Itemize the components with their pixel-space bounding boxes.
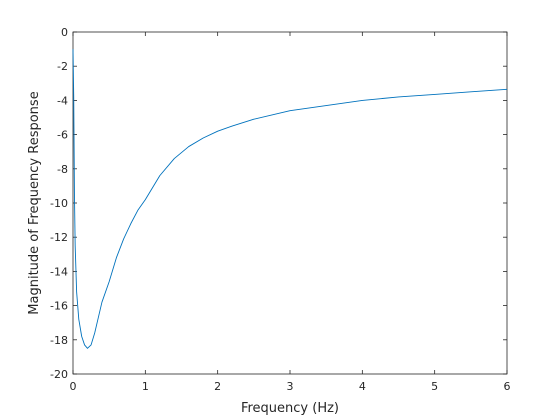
- x-axis-label: Frequency (Hz): [241, 401, 339, 416]
- y-tick-label: -10: [50, 197, 68, 210]
- y-tick-label: 0: [61, 26, 68, 39]
- y-tick-label: -2: [57, 60, 68, 73]
- x-axis: 0 1 2 3 4 5 6: [70, 32, 511, 393]
- y-tick-label: -6: [57, 129, 68, 142]
- x-tick-label: 4: [359, 380, 366, 393]
- x-tick-label: 3: [287, 380, 294, 393]
- y-axis: 0 -2 -4 -6 -8 -10 -12 -14 -16 -18 -20: [50, 26, 507, 381]
- x-tick-label: 0: [70, 380, 77, 393]
- x-tick-label: 5: [431, 380, 438, 393]
- x-tick-label: 6: [504, 380, 511, 393]
- y-tick-label: -8: [57, 163, 68, 176]
- y-tick-label: -16: [50, 300, 68, 313]
- series-line: [72, 49, 508, 349]
- x-tick-label: 2: [214, 380, 221, 393]
- y-tick-label: -18: [50, 334, 68, 347]
- x-tick-label: 1: [142, 380, 149, 393]
- y-tick-label: -20: [50, 368, 68, 381]
- y-tick-label: -12: [50, 231, 68, 244]
- y-tick-label: -14: [50, 265, 68, 278]
- y-axis-label: Magnitude of Frequency Response: [27, 91, 42, 314]
- plot-area: [72, 31, 508, 375]
- y-tick-label: -4: [57, 94, 68, 107]
- series-group: [72, 49, 508, 349]
